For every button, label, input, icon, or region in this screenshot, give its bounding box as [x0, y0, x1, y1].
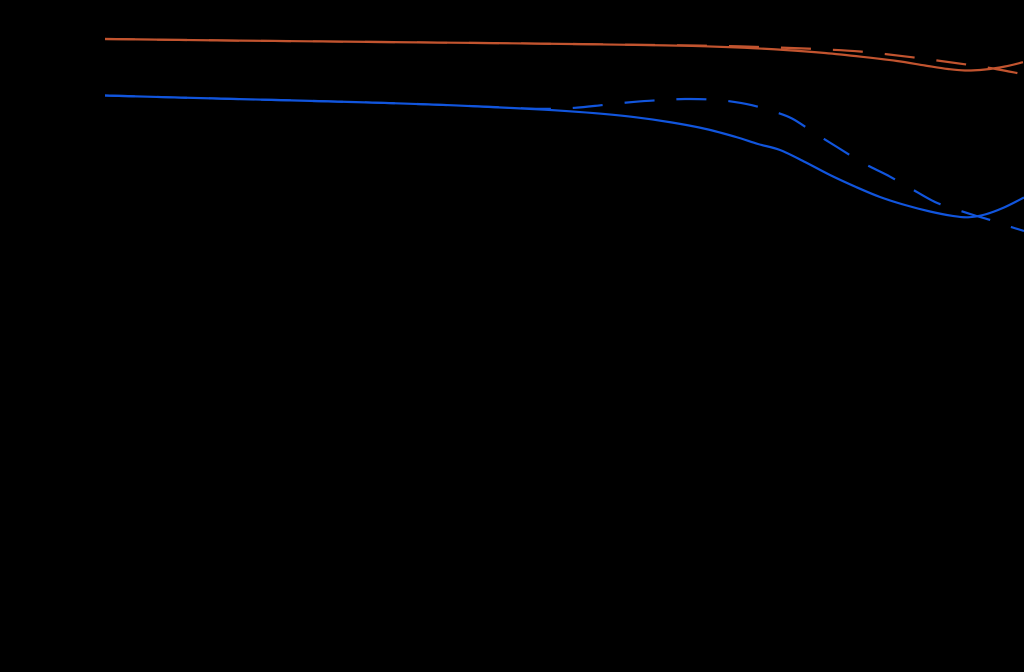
series-blue-dashed-line [104, 94, 1024, 233]
series-blue-solid-line [104, 94, 1024, 219]
